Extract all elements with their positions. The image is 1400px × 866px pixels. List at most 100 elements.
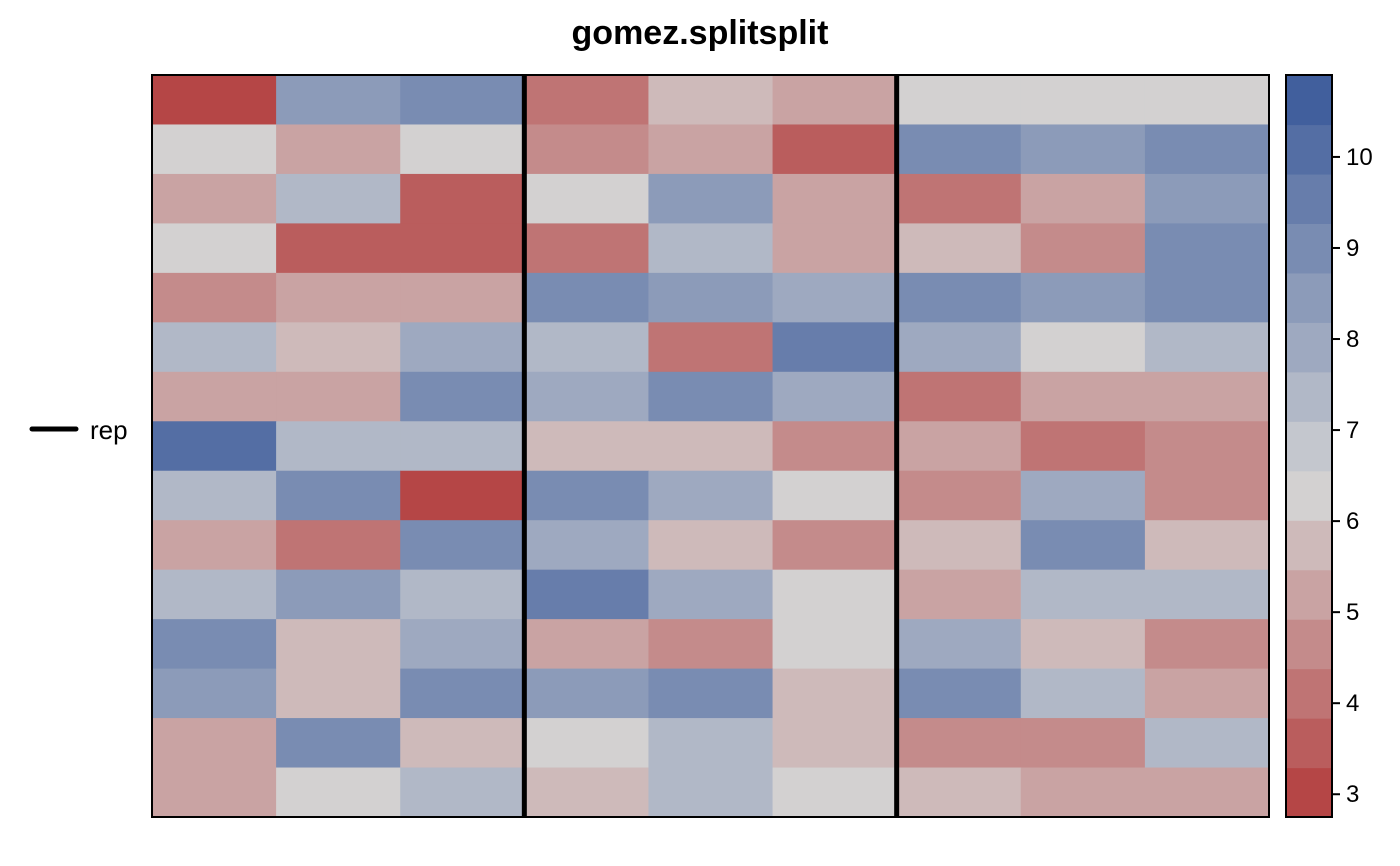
heatmap-cell [1144, 371, 1270, 422]
heatmap-cell [276, 124, 401, 175]
colorbar-tick-label: 5 [1346, 599, 1359, 626]
heatmap-cell [400, 272, 525, 323]
heatmap-cell [648, 272, 774, 323]
heatmap-cell [1144, 718, 1270, 769]
colorbar-tick-label: 6 [1346, 508, 1359, 535]
colorbar-bin [1286, 421, 1332, 472]
heatmap-cell [276, 718, 401, 769]
heatmap-cell [152, 470, 277, 521]
colorbar-bin [1286, 569, 1332, 620]
heatmap-cell [276, 668, 401, 719]
heatmap-cell [1020, 470, 1146, 521]
heatmap-cell [400, 520, 525, 571]
heatmap-cell [152, 767, 277, 818]
heatmap-cell [1144, 223, 1270, 274]
heatmap-cell [648, 668, 774, 719]
heatmap-cell [896, 470, 1022, 521]
heatmap-cell [896, 223, 1022, 274]
heatmap-cell [400, 173, 525, 224]
heatmap-cell [400, 767, 525, 818]
heatmap-cell [896, 272, 1022, 323]
heatmap-cell [896, 173, 1022, 224]
colorbar-ticks: 3 4 5 6 7 8 9 10 [1332, 144, 1373, 808]
colorbar-bin [1286, 520, 1332, 571]
heatmap-cell [1020, 272, 1146, 323]
heatmap-cell [276, 421, 401, 472]
heatmap-cell [772, 421, 898, 472]
heatmap-cell [1144, 124, 1270, 175]
heatmap-cell [524, 569, 650, 620]
colorbar-bin [1286, 470, 1332, 521]
heatmap-cell [524, 470, 650, 521]
heatmap-cell [648, 470, 774, 521]
heatmap-cell [400, 718, 525, 769]
heatmap-cell [400, 619, 525, 670]
colorbar-tick-label: 10 [1346, 144, 1373, 171]
heatmap-cell [648, 322, 774, 373]
colorbar-bin [1286, 272, 1332, 323]
heatmap-cell [524, 322, 650, 373]
heatmap-cell [772, 272, 898, 323]
heatmap-cell [524, 371, 650, 422]
heatmap-cell [896, 767, 1022, 818]
heatmap-cell [276, 75, 401, 126]
heatmap-cell [524, 272, 650, 323]
heatmap-cell [524, 173, 650, 224]
heatmap-cell [152, 124, 277, 175]
heatmap-cell [896, 718, 1022, 769]
heatmap-cell [524, 668, 650, 719]
heatmap-cell [1020, 767, 1146, 818]
colorbar-bin [1286, 668, 1332, 719]
heatmap-cell [1144, 173, 1270, 224]
heatmap-cell [896, 322, 1022, 373]
heatmap-cell [772, 124, 898, 175]
heatmap-cell [400, 569, 525, 620]
heatmap-cell [772, 718, 898, 769]
heatmap-cell [276, 371, 401, 422]
heatmap-cell [648, 569, 774, 620]
heatmap-cell [772, 223, 898, 274]
heatmap-cell [896, 569, 1022, 620]
heatmap-cell [772, 75, 898, 126]
heatmap-cell [1020, 718, 1146, 769]
heatmap-cell [524, 619, 650, 670]
heatmap-cell [772, 569, 898, 620]
heatmap-cell [896, 371, 1022, 422]
colorbar [1286, 75, 1332, 818]
colorbar-tick-label: 3 [1346, 781, 1359, 808]
heatmap-cell [152, 619, 277, 670]
heatmap-cell [152, 520, 277, 571]
heatmap-cell [1144, 322, 1270, 373]
colorbar-bin [1286, 371, 1332, 422]
heatmap-cell [1144, 767, 1270, 818]
heatmap-cell [1020, 75, 1146, 126]
heatmap-cell [276, 569, 401, 620]
heatmap-cell [1144, 569, 1270, 620]
heatmap-cell [896, 668, 1022, 719]
heatmap-cell [1020, 421, 1146, 472]
colorbar-tick-label: 4 [1346, 690, 1359, 717]
heatmap-cell [648, 223, 774, 274]
heatmap-cell [276, 767, 401, 818]
colorbar-bin [1286, 718, 1332, 769]
heatmap-cells [152, 75, 1270, 818]
heatmap-cell [1020, 124, 1146, 175]
colorbar-tick-label: 9 [1346, 235, 1359, 262]
heatmap-cell [772, 322, 898, 373]
colorbar-tick-label: 7 [1346, 417, 1359, 444]
heatmap-cell [1144, 520, 1270, 571]
heatmap-cell [648, 173, 774, 224]
heatmap-cell [896, 520, 1022, 571]
heatmap-cell [276, 322, 401, 373]
heatmap-cell [152, 223, 277, 274]
heatmap-cell [524, 124, 650, 175]
heatmap-cell [276, 272, 401, 323]
heatmap-cell [772, 767, 898, 818]
heatmap-cell [524, 75, 650, 126]
heatmap-cell [648, 421, 774, 472]
heatmap-cell [772, 520, 898, 571]
heatmap-cell [648, 75, 774, 126]
heatmap-cell [152, 371, 277, 422]
heatmap-cell [152, 272, 277, 323]
legend: rep [29, 415, 128, 445]
